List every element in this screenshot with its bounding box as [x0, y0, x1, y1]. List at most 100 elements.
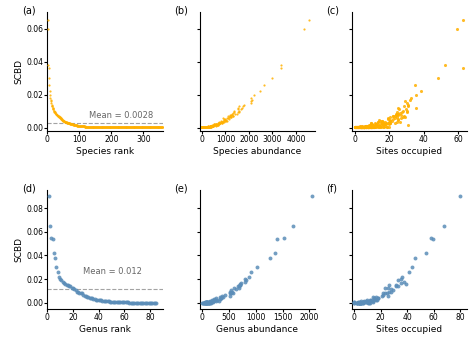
Point	[152, 125, 159, 130]
Point	[260, 82, 268, 88]
Point	[198, 125, 206, 130]
Point	[377, 122, 385, 128]
Point	[404, 122, 411, 128]
Point	[369, 125, 377, 130]
Point	[199, 124, 206, 130]
Point	[352, 125, 360, 130]
Point	[198, 124, 206, 130]
Point	[204, 300, 211, 305]
Point	[356, 125, 364, 130]
Point	[103, 125, 110, 130]
Point	[360, 125, 368, 130]
Point	[389, 117, 396, 122]
Point	[362, 123, 370, 128]
Point	[356, 300, 363, 305]
Point	[92, 124, 100, 130]
Point	[392, 283, 399, 289]
Point	[371, 297, 379, 302]
Point	[128, 125, 136, 130]
Point	[358, 125, 365, 130]
Point	[227, 112, 234, 118]
Point	[104, 298, 111, 304]
Point	[199, 125, 206, 130]
Point	[224, 115, 231, 121]
Point	[212, 122, 220, 128]
Point	[204, 125, 211, 130]
Point	[227, 293, 234, 299]
Point	[155, 125, 163, 130]
Point	[105, 299, 113, 304]
Point	[153, 300, 160, 306]
Point	[77, 123, 84, 129]
X-axis label: Genus abundance: Genus abundance	[216, 325, 298, 334]
Point	[104, 125, 112, 130]
Point	[356, 125, 364, 130]
Point	[201, 125, 209, 130]
Point	[206, 300, 214, 305]
Point	[211, 122, 219, 128]
Point	[199, 125, 206, 130]
Point	[247, 100, 255, 106]
Point	[99, 125, 107, 130]
Point	[214, 122, 221, 128]
Point	[126, 125, 133, 130]
Point	[301, 26, 308, 31]
Point	[202, 125, 210, 130]
Point	[374, 123, 381, 129]
Point	[241, 279, 249, 284]
Point	[363, 125, 370, 130]
Point	[153, 125, 160, 130]
Point	[354, 125, 362, 130]
Point	[125, 125, 133, 130]
Point	[366, 125, 374, 130]
Point	[128, 300, 136, 305]
Point	[52, 111, 59, 116]
Point	[51, 109, 58, 114]
Point	[216, 296, 224, 302]
Point	[216, 120, 224, 126]
Point	[146, 125, 153, 130]
Point	[64, 120, 72, 126]
Point	[54, 269, 62, 275]
Point	[129, 125, 137, 130]
Point	[365, 124, 373, 130]
Point	[392, 113, 400, 118]
Point	[60, 118, 67, 124]
Point	[397, 276, 404, 282]
Text: (d): (d)	[22, 183, 36, 193]
Point	[366, 125, 374, 130]
Point	[387, 286, 395, 292]
Point	[385, 121, 392, 127]
Point	[210, 122, 218, 128]
Point	[386, 114, 394, 119]
Point	[386, 120, 394, 126]
Point	[62, 119, 70, 125]
Point	[360, 125, 367, 130]
Point	[360, 125, 368, 130]
Point	[210, 121, 218, 127]
Point	[60, 118, 68, 124]
Point	[46, 82, 53, 88]
Point	[200, 125, 207, 130]
Point	[135, 125, 143, 130]
Point	[215, 119, 223, 124]
X-axis label: Genus rank: Genus rank	[79, 325, 131, 334]
Point	[125, 125, 132, 130]
Point	[221, 292, 229, 297]
Point	[126, 125, 134, 130]
Point	[373, 123, 381, 128]
Point	[205, 299, 212, 305]
Point	[360, 125, 367, 130]
Point	[219, 295, 227, 300]
Point	[201, 125, 209, 130]
Point	[372, 295, 379, 300]
Point	[352, 125, 359, 130]
Point	[358, 125, 365, 130]
Point	[201, 125, 209, 130]
Point	[129, 125, 137, 130]
Point	[362, 125, 369, 130]
Point	[218, 119, 226, 125]
Point	[356, 300, 364, 305]
Point	[76, 123, 84, 129]
Point	[200, 125, 208, 130]
